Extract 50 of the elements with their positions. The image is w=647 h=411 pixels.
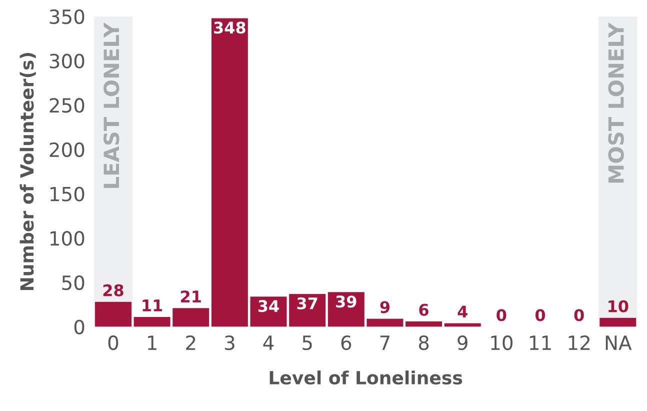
y-tick-label: 250 — [50, 98, 84, 113]
bar — [94, 302, 132, 327]
y-tick-label: 200 — [50, 142, 84, 158]
x-tick-label: 10 — [491, 335, 513, 350]
data-label: 21 — [181, 290, 201, 302]
y-tick-label: 350 — [50, 9, 84, 24]
x-tick-label: 9 — [458, 335, 468, 350]
bar — [289, 294, 326, 327]
data-label: 10 — [608, 300, 628, 312]
data-label: 0 — [535, 309, 546, 322]
x-tick-label: 8 — [418, 335, 429, 350]
data-label: 11 — [142, 300, 162, 312]
y-tick-label: 100 — [50, 231, 84, 246]
data-label: 37 — [297, 297, 318, 310]
bar — [328, 292, 364, 327]
data-label: 28 — [103, 284, 124, 296]
data-label: 4 — [458, 306, 468, 318]
x-tick-label: 6 — [341, 335, 352, 350]
data-label: 34 — [258, 300, 279, 312]
data-label: 0 — [574, 309, 584, 322]
data-label: 39 — [336, 296, 356, 308]
y-tick-label: 50 — [62, 275, 84, 290]
x-tick-label: 3 — [224, 335, 234, 350]
bar — [600, 318, 636, 327]
bar — [211, 18, 248, 327]
data-label: 9 — [380, 301, 390, 314]
x-tick-label: 7 — [380, 336, 390, 350]
bar — [172, 308, 210, 327]
band-label: MOST LONELY — [608, 22, 624, 183]
x-tick-label: 1 — [148, 336, 156, 350]
data-label: 348 — [214, 22, 246, 34]
bar — [134, 316, 170, 327]
x-tick-label: 5 — [302, 336, 312, 350]
x-axis-title: Level of Loneliness — [270, 370, 462, 385]
x-tick-label: 4 — [263, 336, 274, 350]
band-label: LEAST LONELY — [104, 22, 120, 188]
y-tick-label: 0 — [74, 320, 84, 334]
x-tick-label: NA — [606, 336, 632, 350]
y-tick-label: 150 — [50, 186, 84, 202]
x-tick-label: 12 — [568, 335, 590, 350]
bar — [366, 318, 404, 327]
data-label: 6 — [419, 304, 428, 316]
bar — [444, 323, 481, 327]
bar — [406, 321, 442, 327]
data-label: 0 — [496, 309, 506, 322]
x-tick-label: 0 — [108, 335, 118, 350]
y-axis-title: Number of Volunteer(s) — [20, 53, 36, 290]
x-tick-label: 11 — [530, 336, 551, 350]
y-tick-label: 300 — [50, 54, 84, 68]
x-tick-label: 2 — [186, 335, 196, 350]
